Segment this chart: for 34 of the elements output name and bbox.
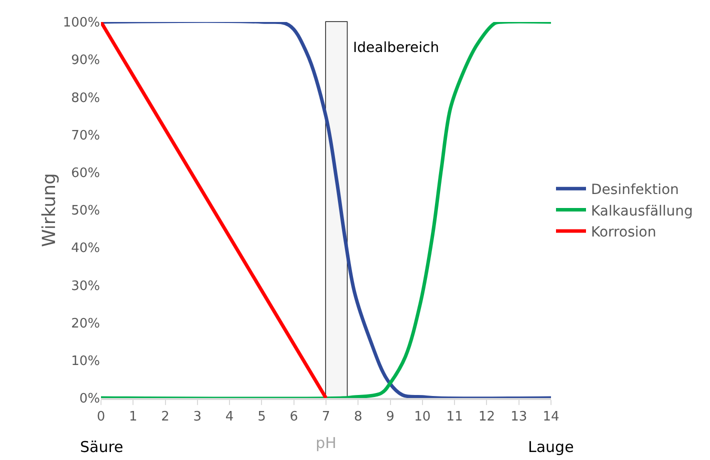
- y-axis-title: Wirkung: [39, 173, 60, 247]
- y-tick-label: 0%: [79, 392, 100, 407]
- x-tick-label: 7: [322, 409, 330, 424]
- legend-label: Korrosion: [591, 224, 656, 240]
- y-tick-label: 70%: [71, 128, 100, 144]
- x-tick-label: 13: [510, 409, 528, 424]
- y-tick-label: 20%: [71, 316, 100, 332]
- x-tick-label: 1: [129, 409, 138, 424]
- band-label: Idealbereich: [353, 40, 440, 56]
- y-tick-label: 100%: [62, 16, 100, 31]
- x-tick-label: 3: [193, 409, 202, 424]
- legend-label: Kalkausfällung: [591, 203, 693, 220]
- x-tick-label: 12: [478, 409, 495, 424]
- x-tick-label: 4: [225, 409, 234, 424]
- text: Säure: [80, 438, 124, 456]
- x-tick-label: 10: [414, 409, 431, 424]
- x-tick-label: 9: [386, 409, 394, 424]
- y-tick-label: 10%: [71, 354, 100, 369]
- text: Lauge: [528, 438, 574, 456]
- y-tick-label: 50%: [71, 204, 100, 219]
- legend-label: Desinfektion: [591, 182, 679, 198]
- x-tick-label: 8: [354, 409, 362, 424]
- y-tick-label: 40%: [71, 241, 100, 256]
- x-axis-title: pH: [316, 434, 336, 452]
- x-tick-label: 11: [446, 409, 463, 424]
- y-tick-label: 90%: [71, 53, 100, 68]
- x-tick-label: 14: [542, 409, 560, 424]
- x-tick-label: 0: [96, 409, 106, 424]
- y-tick-label: 80%: [71, 90, 100, 106]
- x-tick-label: 5: [258, 409, 266, 424]
- x-tick-label: 2: [161, 409, 170, 424]
- x-tick-label: 6: [290, 409, 298, 424]
- y-tick-label: 30%: [71, 278, 100, 294]
- y-tick-label: 60%: [71, 166, 100, 181]
